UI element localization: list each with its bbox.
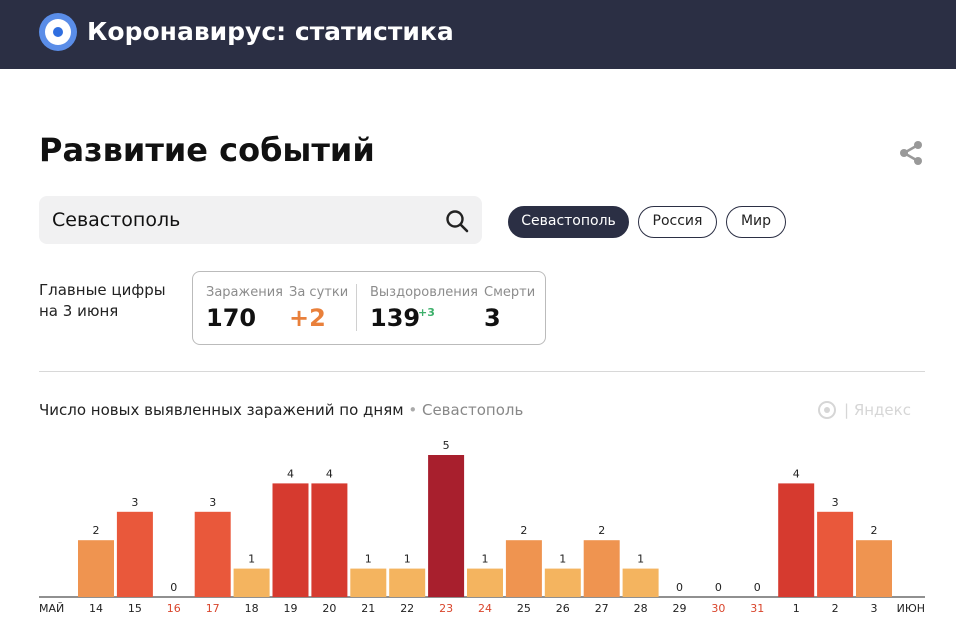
day-tick-label: 31 [750, 602, 764, 615]
recoveries-delta: +3 [418, 306, 435, 319]
day-tick-label: 3 [871, 602, 878, 615]
bar-19[interactable] [272, 483, 309, 597]
search-icon[interactable] [443, 207, 471, 235]
day-tick-label: 28 [634, 602, 648, 615]
bar-21[interactable] [350, 568, 387, 597]
day-tick-label: 29 [673, 602, 687, 615]
per-day-caption: За сутки [289, 285, 349, 300]
day-tick-label: 22 [400, 602, 414, 615]
share-icon[interactable] [897, 139, 925, 167]
day-tick-label: 23 [439, 602, 453, 615]
stats-label-line1: Главные цифры [39, 281, 166, 299]
bar-value-label: 2 [520, 524, 527, 537]
bar-value-label: 2 [598, 524, 605, 537]
bar-value-label: 0 [715, 581, 722, 594]
region-search[interactable] [39, 196, 482, 244]
bar-15[interactable] [116, 511, 153, 597]
bar-23[interactable] [428, 455, 465, 597]
day-tick-label: 14 [89, 602, 103, 615]
search-input[interactable] [52, 196, 442, 244]
bar-value-label: 0 [676, 581, 683, 594]
chart-title-text: Число новых выявленных заражений по дням [39, 401, 404, 419]
bar-value-label: 1 [559, 553, 566, 566]
day-tick-label: 2 [832, 602, 839, 615]
page-title: Развитие событий [39, 131, 375, 169]
region-chip-world[interactable]: Мир [726, 206, 786, 238]
day-tick-label: 30 [711, 602, 725, 615]
region-chip-sevastopol[interactable]: Севастополь [508, 206, 629, 238]
month-label-end: ИЮН [897, 602, 925, 615]
yandex-logo-icon [818, 401, 836, 419]
month-label-start: МАЙ [39, 602, 64, 615]
bar-value-label: 0 [170, 581, 177, 594]
per-day-value: +2 [289, 304, 326, 332]
bar-value-label: 5 [443, 439, 450, 452]
bar-25[interactable] [505, 540, 542, 597]
day-tick-label: 20 [322, 602, 336, 615]
bar-value-label: 1 [365, 553, 372, 566]
bar-2[interactable] [817, 511, 854, 597]
app-title[interactable]: Коронавирус: статистика [87, 17, 454, 46]
recoveries-value: 139 [370, 304, 421, 332]
deaths-caption: Смерти [484, 285, 536, 300]
infections-caption: Заражения [206, 285, 283, 300]
chart-region-label: Севастополь [421, 401, 524, 419]
infections-value: 170 [206, 304, 257, 332]
stats-box [192, 271, 546, 345]
stats-label-date: на 3 июня [39, 302, 119, 320]
logo-icon[interactable] [39, 13, 77, 51]
day-tick-label: 24 [478, 602, 492, 615]
day-tick-label: 25 [517, 602, 531, 615]
stats-label: Главные цифры на 3 июня [39, 280, 166, 322]
bar-value-label: 3 [832, 496, 839, 509]
top-bar: Коронавирус: статистика [0, 0, 956, 69]
bar-1[interactable] [778, 483, 815, 597]
bar-value-label: 3 [131, 496, 138, 509]
bar-26[interactable] [544, 568, 581, 597]
bar-value-label: 4 [793, 467, 800, 480]
bar-value-label: 2 [93, 524, 100, 537]
deaths-value: 3 [484, 304, 501, 332]
day-tick-label: 27 [595, 602, 609, 615]
region-chip-russia[interactable]: Россия [638, 206, 717, 238]
chart-title: Число новых выявленных заражений по дням… [39, 400, 523, 420]
recoveries-caption: Выздоровления [370, 285, 478, 300]
bar-20[interactable] [311, 483, 348, 597]
day-tick-label: 18 [245, 602, 259, 615]
yandex-brand-text: | Яндекс [844, 401, 911, 419]
section-divider [39, 371, 925, 372]
chart-title-separator: • [408, 401, 418, 419]
bar-22[interactable] [389, 568, 426, 597]
bar-24[interactable] [467, 568, 503, 597]
stats-divider [356, 284, 357, 331]
bar-value-label: 1 [637, 553, 644, 566]
day-tick-label: 16 [167, 602, 181, 615]
bar-17[interactable] [194, 511, 231, 597]
bar-value-label: 3 [209, 496, 216, 509]
bar-value-label: 1 [404, 553, 411, 566]
bar-value-label: 0 [754, 581, 761, 594]
bar-value-label: 1 [482, 553, 489, 566]
day-tick-label: 26 [556, 602, 570, 615]
day-tick-label: 1 [793, 602, 800, 615]
bar-value-label: 1 [248, 553, 255, 566]
day-tick-label: 15 [128, 602, 142, 615]
bar-3[interactable] [856, 540, 892, 597]
bar-value-label: 2 [871, 524, 878, 537]
day-tick-label: 21 [361, 602, 375, 615]
bar-28[interactable] [622, 568, 659, 597]
day-tick-label: 17 [206, 602, 220, 615]
bar-27[interactable] [583, 540, 620, 597]
bar-14[interactable] [78, 540, 114, 597]
day-tick-label: 19 [284, 602, 298, 615]
bar-18[interactable] [233, 568, 270, 597]
bar-value-label: 4 [287, 467, 294, 480]
daily-cases-chart: МАЙ ИЮН2143150163171184194201211225231242… [39, 439, 925, 615]
bar-value-label: 4 [326, 467, 333, 480]
